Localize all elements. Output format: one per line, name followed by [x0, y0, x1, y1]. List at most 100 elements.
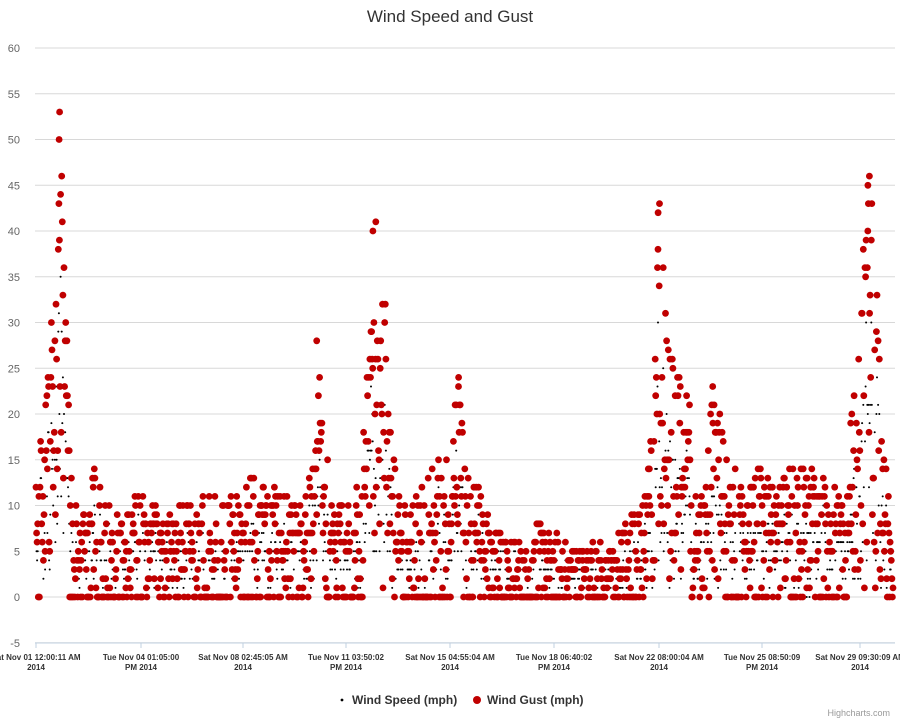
gust-point [296, 529, 303, 537]
x-tick-label-line2: PM 2014 [538, 663, 571, 672]
speed-point [328, 559, 331, 562]
speed-point [654, 486, 657, 489]
speed-point [282, 568, 284, 571]
gust-point [396, 502, 403, 509]
speed-point [190, 568, 193, 571]
speed-point [85, 577, 88, 580]
gust-point [865, 428, 873, 436]
gust-point [774, 538, 781, 546]
speed-point [128, 559, 131, 562]
gust-point [277, 593, 285, 601]
speed-point [418, 559, 421, 562]
speed-point [60, 495, 63, 498]
gust-point [655, 520, 662, 528]
speed-point [639, 577, 642, 580]
speed-point [784, 586, 787, 589]
speed-point [499, 568, 502, 571]
speed-point [712, 532, 715, 534]
gust-point [188, 538, 196, 546]
speed-point [370, 385, 372, 388]
gust-point [884, 520, 892, 528]
speed-point [237, 550, 240, 553]
gust-point [532, 538, 540, 546]
gust-point [679, 474, 686, 482]
speed-point [326, 513, 329, 516]
gust-point [675, 374, 683, 381]
gust-point [284, 547, 291, 555]
gust-point [401, 511, 409, 518]
gust-point [102, 520, 110, 528]
speed-point [316, 486, 319, 489]
gust-point [243, 483, 250, 491]
speed-point [865, 559, 868, 562]
speed-point [625, 586, 628, 589]
speed-point [492, 568, 495, 571]
speed-point [374, 504, 376, 507]
gust-point [57, 191, 64, 198]
gust-point [737, 483, 745, 491]
speed-point [379, 477, 382, 480]
gust-point [464, 474, 472, 482]
gust-point [646, 502, 654, 509]
speed-point [262, 532, 265, 534]
gust-point [789, 465, 797, 473]
gust-point [108, 557, 115, 564]
highcharts-credits[interactable]: Highcharts.com [827, 708, 890, 718]
legend-wind-gust-label[interactable]: Wind Gust (mph) [487, 693, 584, 707]
gust-point [769, 483, 776, 491]
gust-point [864, 227, 872, 235]
gust-point [420, 502, 428, 509]
speed-point [778, 559, 781, 562]
gust-point [475, 483, 482, 491]
speed-point [42, 577, 45, 580]
speed-point [514, 550, 517, 553]
gust-point [724, 511, 732, 518]
speed-point [480, 577, 483, 580]
gust-point [782, 575, 789, 583]
gust-point [559, 547, 566, 555]
gust-point [76, 529, 84, 537]
x-tick-label: Sat Nov 22 08:00:04 AM [614, 653, 704, 662]
speed-point [824, 541, 827, 544]
gust-point [376, 520, 383, 528]
gust-point [689, 584, 697, 592]
speed-point [685, 504, 687, 507]
speed-point [109, 550, 112, 553]
gust-point [296, 502, 304, 509]
gust-point [463, 575, 470, 583]
speed-point [352, 550, 355, 553]
speed-point [242, 559, 245, 562]
legend-wind-speed-label[interactable]: Wind Speed (mph) [352, 693, 457, 707]
x-tick-label: Tue Nov 11 03:50:02 [308, 653, 384, 662]
speed-point [723, 541, 726, 544]
speed-point [171, 586, 174, 589]
gust-point [562, 538, 569, 546]
gust-point [299, 593, 306, 601]
gust-point [86, 593, 94, 601]
gust-point [273, 547, 281, 555]
gust-point [300, 547, 307, 555]
speed-point [298, 559, 301, 562]
speed-point [389, 486, 392, 489]
speed-point [185, 559, 188, 562]
gust-point [889, 593, 896, 601]
gust-point [46, 547, 54, 555]
gust-point [412, 520, 419, 528]
gust-point [248, 538, 256, 546]
speed-point [622, 559, 625, 562]
gust-point [767, 538, 775, 546]
gust-point [650, 438, 658, 445]
gust-point [824, 584, 832, 592]
speed-point [310, 586, 312, 589]
speed-point [539, 568, 542, 571]
gust-point [739, 511, 747, 518]
speed-point [777, 532, 780, 534]
gust-point [646, 465, 653, 473]
legend[interactable]: Wind Speed (mph) Wind Gust (mph) [340, 693, 584, 707]
gust-point [669, 364, 677, 372]
speed-point [121, 568, 124, 571]
gust-point [52, 511, 59, 518]
speed-point [643, 522, 646, 525]
speed-point [88, 541, 91, 544]
gust-point [484, 511, 492, 518]
